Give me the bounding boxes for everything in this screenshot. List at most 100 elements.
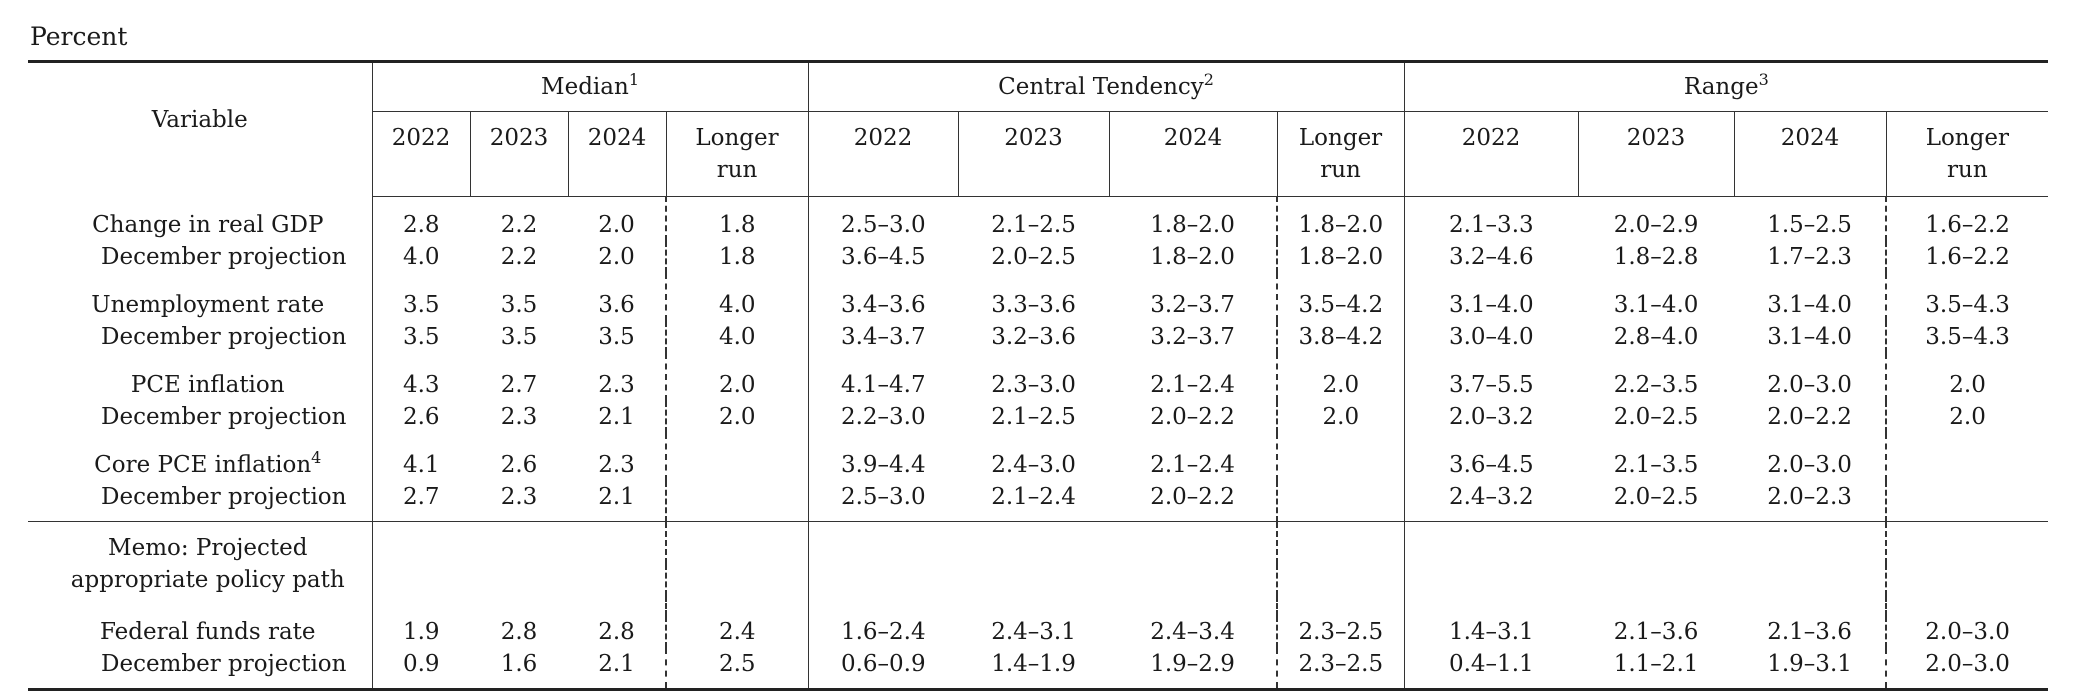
central-cell: 2.2–3.0 bbox=[807, 401, 959, 433]
range-longer-run-header: Longer run bbox=[1885, 111, 2049, 197]
median-footnote: 1 bbox=[628, 70, 639, 89]
median-cell: 2.2 bbox=[500, 212, 538, 238]
range-cell: 2.0–3.0 bbox=[1885, 616, 2049, 648]
median-cell: 4.1 bbox=[371, 433, 470, 481]
row-label-text: Unemployment rate bbox=[91, 292, 325, 318]
table-row: December projection 4.0 2.2 2.0 1.8 3.6–4.5 2.… bbox=[28, 241, 2049, 273]
row-label: December projection bbox=[28, 648, 372, 691]
central-cell: 3.2–3.6 bbox=[991, 324, 1076, 350]
range-cell: 2.1–3.6 bbox=[1613, 619, 1699, 645]
range-cell: 0.4–1.1 bbox=[1403, 648, 1579, 691]
median-cell: 1.8 bbox=[664, 241, 809, 273]
memo-empty-cell bbox=[1734, 596, 1886, 616]
memo-empty-cell bbox=[1109, 522, 1277, 565]
range-cell: 3.1–4.0 bbox=[1613, 292, 1699, 318]
longer-run-line1: Longer bbox=[1925, 125, 2009, 151]
median-cell: 1.8 bbox=[664, 196, 809, 241]
range-cell bbox=[1885, 481, 2049, 522]
memo-empty-cell bbox=[807, 564, 959, 596]
central-cell: 2.0–2.5 bbox=[991, 244, 1076, 270]
row-label-text: December projection bbox=[101, 244, 347, 270]
median-cell: 1.9 bbox=[371, 616, 470, 648]
range-cell: 3.7–5.5 bbox=[1403, 353, 1579, 401]
memo-empty-cell bbox=[470, 596, 568, 616]
central-cell: 1.4–1.9 bbox=[958, 648, 1110, 691]
median-cell: 2.8 bbox=[598, 619, 635, 645]
central-cell: 2.0 bbox=[1276, 353, 1405, 401]
range-cell: 2.0 bbox=[1885, 401, 2049, 433]
median-cell: 2.0 bbox=[664, 401, 809, 433]
median-cell: 2.3 bbox=[598, 372, 635, 398]
projections-table: Variable Median1 Central Tendency2 Range… bbox=[28, 60, 2049, 691]
median-cell: 4.3 bbox=[371, 353, 470, 401]
central-cell: 1.8–2.0 bbox=[1150, 244, 1235, 270]
memo-empty-cell bbox=[371, 596, 470, 616]
median-cell: 2.5 bbox=[664, 648, 809, 691]
longer-run-line2: run bbox=[1947, 157, 1988, 183]
range-cell: 2.0–2.9 bbox=[1613, 212, 1699, 238]
central-cell: 2.5–3.0 bbox=[807, 196, 959, 241]
range-footnote: 3 bbox=[1758, 70, 1769, 89]
table-row: December projection 3.5 3.5 3.5 4.0 3.4–3.7 3.… bbox=[28, 321, 2049, 353]
median-cell: 2.3 bbox=[598, 452, 635, 478]
median-group-label: Median bbox=[541, 74, 629, 100]
range-cell: 2.4–3.2 bbox=[1403, 481, 1579, 522]
central-cell: 2.0–2.2 bbox=[1150, 404, 1235, 430]
range-cell: 3.1–4.0 bbox=[1767, 324, 1852, 350]
memo-empty-cell bbox=[568, 564, 666, 596]
row-label: Core PCE inflation4 bbox=[28, 433, 372, 481]
range-cell: 3.5–4.3 bbox=[1885, 273, 2049, 321]
median-cell: 2.0 bbox=[598, 212, 635, 238]
row-label-text: Federal funds rate bbox=[99, 619, 316, 645]
median-cell: 2.8 bbox=[371, 196, 470, 241]
central-cell: 2.1–2.5 bbox=[991, 212, 1076, 238]
central-year-header: 2023 bbox=[957, 111, 1110, 197]
range-cell: 2.1–3.3 bbox=[1403, 196, 1579, 241]
memo-empty-cell bbox=[664, 596, 809, 616]
range-cell: 2.1–3.5 bbox=[1613, 452, 1699, 478]
central-cell bbox=[1276, 433, 1405, 481]
central-cell bbox=[1276, 481, 1405, 522]
table-row: December projection 0.9 1.6 2.1 2.5 0.6–0.9 1.… bbox=[28, 648, 2049, 691]
range-cell: 3.5–4.3 bbox=[1885, 321, 2049, 353]
median-cell: 2.6 bbox=[500, 452, 538, 478]
memo-row: appropriate policy path bbox=[28, 564, 2049, 596]
range-cell: 2.2–3.5 bbox=[1613, 372, 1699, 398]
memo-empty-cell bbox=[1578, 596, 1734, 616]
central-tendency-group-header: Central Tendency2 bbox=[807, 60, 1405, 112]
median-cell: 4.0 bbox=[664, 273, 809, 321]
median-year-header: 2022 bbox=[371, 111, 470, 197]
median-cell: 2.2 bbox=[500, 244, 538, 270]
memo-empty-cell bbox=[664, 521, 809, 564]
range-cell: 2.0–3.0 bbox=[1767, 372, 1852, 398]
memo-empty-cell bbox=[1276, 596, 1405, 616]
range-cell: 3.6–4.5 bbox=[1403, 433, 1579, 481]
row-label: December projection bbox=[28, 321, 372, 353]
row-label-text: Change in real GDP bbox=[92, 211, 324, 238]
longer-run-line1: Longer bbox=[695, 125, 779, 151]
central-year-header: 2024 bbox=[1108, 111, 1278, 197]
longer-run-line2: run bbox=[716, 157, 758, 183]
range-cell: 3.2–4.6 bbox=[1403, 241, 1579, 273]
longer-run-line2: run bbox=[1320, 157, 1361, 183]
range-cell: 2.0–2.2 bbox=[1767, 404, 1852, 430]
range-cell bbox=[1885, 433, 2049, 481]
table-row: Change in real GDP 2.8 2.2 2.0 1.8 2.5–3.0 2.1… bbox=[28, 196, 2049, 242]
row-label-text: PCE inflation bbox=[130, 372, 285, 398]
central-cell: 2.1–2.4 bbox=[958, 481, 1110, 522]
variable-header-text: Variable bbox=[151, 106, 248, 133]
central-tendency-footnote: 2 bbox=[1203, 70, 1214, 89]
memo-empty-cell bbox=[807, 521, 959, 564]
memo-label bbox=[28, 596, 372, 616]
central-year-header: 2022 bbox=[807, 111, 959, 197]
median-cell: 2.7 bbox=[371, 481, 470, 522]
memo-empty-cell bbox=[371, 564, 470, 596]
median-cell: 2.1 bbox=[568, 481, 666, 522]
memo-empty-cell bbox=[1109, 596, 1277, 616]
table-row: December projection 2.7 2.3 2.1 2.5–3.0 2.1–2… bbox=[28, 481, 2049, 522]
central-cell: 3.8–4.2 bbox=[1276, 321, 1405, 353]
table-row: December projection 2.6 2.3 2.1 2.0 2.2–3.0 2.… bbox=[28, 401, 2049, 433]
central-cell: 1.8–2.0 bbox=[1276, 196, 1405, 241]
row-label: Change in real GDP bbox=[28, 197, 372, 242]
row-label-text: Core PCE inflation bbox=[94, 452, 312, 478]
